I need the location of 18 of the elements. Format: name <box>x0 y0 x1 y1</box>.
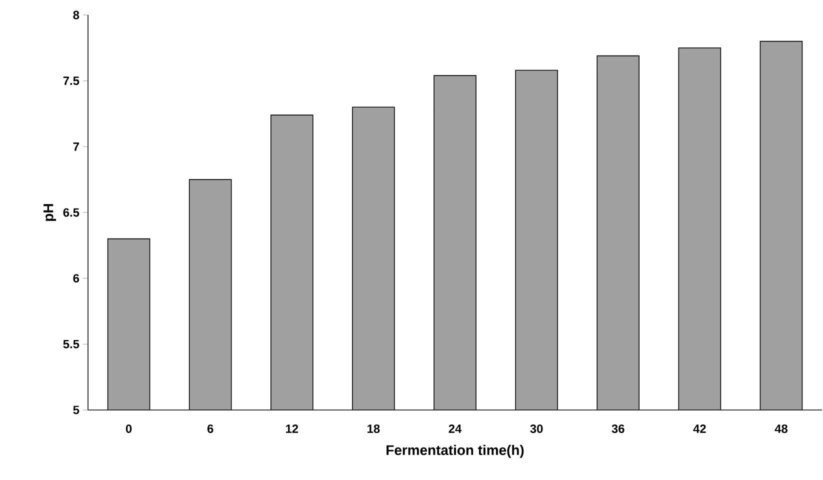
y-tick-label: 5 <box>73 406 80 414</box>
x-tick-label: 36 <box>612 424 624 433</box>
x-tick-label: 42 <box>693 424 706 433</box>
y-axis-title: pH <box>44 204 56 221</box>
x-tick-label: 30 <box>530 424 543 433</box>
x-tick-label: 12 <box>286 424 298 433</box>
x-tick-label: 0 <box>126 424 132 433</box>
y-tick-label: 7.5 <box>63 76 80 85</box>
x-tick-label: 6 <box>207 424 214 433</box>
y-tick-label: 8 <box>73 10 80 20</box>
x-axis-title: Fermentation time(h) <box>386 444 524 458</box>
y-tick-label: 6 <box>73 274 80 283</box>
x-tick-label: 48 <box>774 424 788 433</box>
x-tick-label: 18 <box>368 424 380 433</box>
y-tick-label: 7 <box>73 142 79 151</box>
y-tick-label: 6.5 <box>63 208 80 217</box>
y-tick-label: 5.5 <box>63 340 80 348</box>
x-tick-label: 24 <box>448 424 462 433</box>
